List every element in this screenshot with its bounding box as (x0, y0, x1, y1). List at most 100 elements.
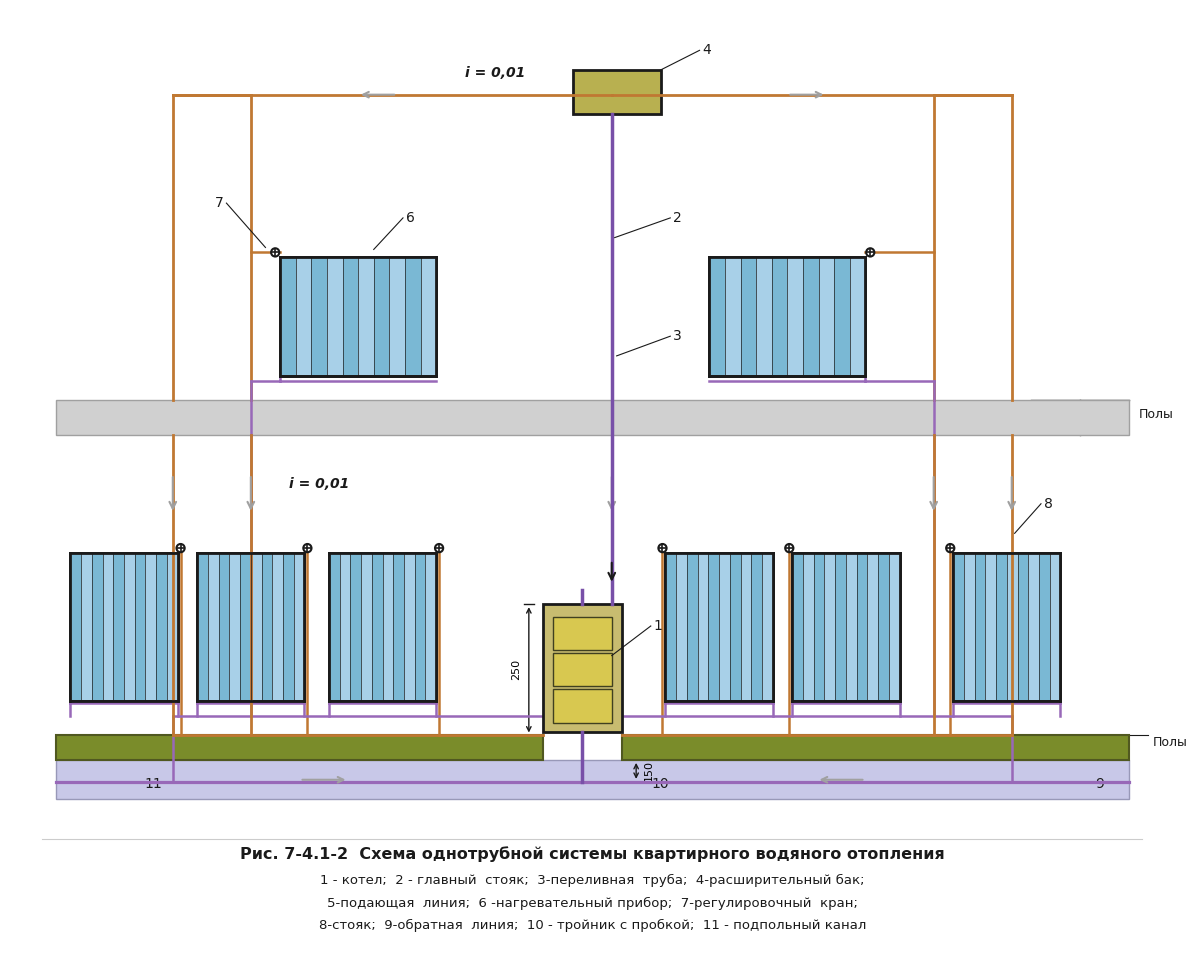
Text: 4: 4 (702, 43, 712, 57)
Bar (197, 554, 208, 700)
Bar (996, 554, 1007, 700)
Bar (686, 554, 697, 700)
Text: 8: 8 (1044, 497, 1052, 510)
Bar (964, 554, 974, 700)
Circle shape (271, 248, 280, 256)
Text: 11: 11 (144, 776, 162, 791)
Circle shape (659, 543, 666, 552)
Bar (272, 554, 283, 700)
Bar (762, 554, 773, 700)
Bar (361, 554, 372, 700)
Bar (71, 554, 82, 700)
Bar (55, 735, 544, 760)
Text: 250: 250 (511, 659, 521, 681)
Bar (404, 258, 420, 375)
Bar (167, 554, 178, 700)
Bar (553, 654, 612, 687)
Bar (846, 554, 857, 700)
Bar (803, 554, 814, 700)
Bar (156, 554, 167, 700)
Bar (553, 690, 612, 723)
Bar (134, 554, 145, 700)
Text: 2: 2 (673, 211, 682, 225)
Bar (124, 554, 134, 700)
Bar (676, 554, 686, 700)
Bar (1028, 554, 1039, 700)
Bar (82, 554, 92, 700)
Bar (1018, 554, 1028, 700)
Bar (145, 554, 156, 700)
Bar (262, 554, 272, 700)
Bar (868, 554, 878, 700)
Bar (553, 618, 612, 651)
Bar (404, 554, 415, 700)
Bar (342, 258, 358, 375)
Bar (792, 554, 803, 700)
Bar (295, 258, 311, 375)
Bar (740, 554, 751, 700)
Bar (389, 258, 404, 375)
Bar (294, 554, 305, 700)
Bar (358, 258, 373, 375)
Bar (719, 554, 730, 700)
Text: 5-подающая  линия;  6 -нагревательный прибор;  7-регулировочный  кран;: 5-подающая линия; 6 -нагревательный приб… (326, 896, 858, 910)
Text: i = 0,01: i = 0,01 (464, 66, 524, 80)
Bar (240, 554, 251, 700)
Bar (751, 554, 762, 700)
Bar (283, 554, 294, 700)
Bar (350, 554, 361, 700)
Text: Полы: Полы (1153, 736, 1188, 749)
Bar (725, 258, 740, 375)
Text: 1 - котел;  2 - главный  стояк;  3-переливная  труба;  4-расширительный бак;: 1 - котел; 2 - главный стояк; 3-переливн… (320, 874, 864, 887)
Bar (814, 554, 824, 700)
Text: 7: 7 (215, 196, 223, 210)
Bar (251, 554, 262, 700)
Bar (113, 554, 124, 700)
Bar (772, 258, 787, 375)
Bar (889, 554, 900, 700)
Text: 10: 10 (652, 776, 670, 791)
Text: 9: 9 (1096, 776, 1104, 791)
Bar (326, 258, 342, 375)
Bar (572, 70, 660, 114)
Bar (818, 258, 834, 375)
Bar (709, 257, 865, 376)
Bar (708, 554, 719, 700)
Bar (953, 553, 1061, 701)
Bar (985, 554, 996, 700)
Text: Рис. 7-4.1-2  Схема однотрубной системы квартирного водяного отопления: Рис. 7-4.1-2 Схема однотрубной системы к… (240, 845, 944, 862)
Bar (850, 258, 865, 375)
Bar (953, 554, 964, 700)
Bar (730, 554, 740, 700)
Circle shape (304, 543, 312, 552)
Text: 150: 150 (644, 761, 654, 781)
Bar (740, 258, 756, 375)
Bar (666, 554, 676, 700)
Bar (415, 554, 426, 700)
Bar (55, 400, 1129, 434)
Bar (311, 258, 326, 375)
Bar (197, 553, 305, 701)
Bar (280, 258, 295, 375)
Circle shape (946, 543, 954, 552)
Bar (71, 553, 178, 701)
Circle shape (434, 543, 443, 552)
Text: 8-стояк;  9-обратная  линия;  10 - тройник с пробкой;  11 - подпольный канал: 8-стояк; 9-обратная линия; 10 - тройник … (318, 919, 866, 932)
Bar (835, 554, 846, 700)
Bar (102, 554, 113, 700)
Bar (666, 553, 773, 701)
Circle shape (176, 543, 185, 552)
Bar (878, 554, 889, 700)
Bar (544, 604, 622, 732)
Text: 1: 1 (654, 619, 662, 633)
Circle shape (866, 248, 875, 256)
Bar (697, 554, 708, 700)
Bar (229, 554, 240, 700)
Bar (92, 554, 102, 700)
Bar (1007, 554, 1018, 700)
Text: i = 0,01: i = 0,01 (289, 477, 349, 491)
Bar (383, 554, 394, 700)
Bar (420, 258, 436, 375)
Bar (373, 258, 389, 375)
Bar (824, 554, 835, 700)
